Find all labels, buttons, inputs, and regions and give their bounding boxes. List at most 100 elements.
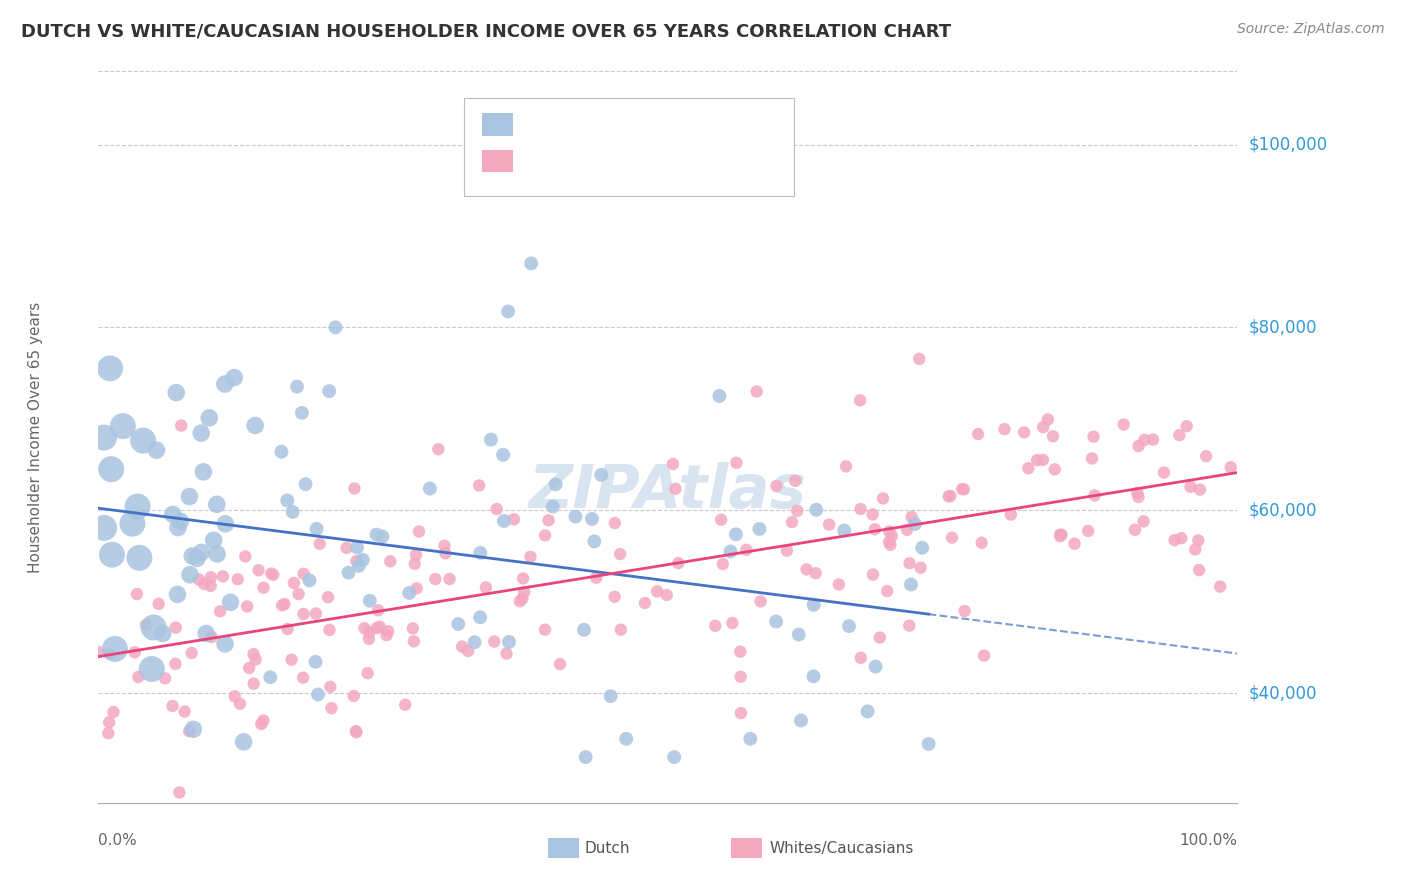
Point [127,500,149,514]
Point [356,666,378,681]
Point [575,750,598,764]
Point [366,527,388,541]
Point [236,599,259,614]
Point [405,548,427,562]
Point [468,478,491,492]
Point [398,586,420,600]
Point [167,520,190,534]
Point [434,546,457,560]
Point [537,513,560,527]
Point [645,584,668,599]
Point [142,621,165,635]
Point [1063,537,1085,551]
Point [377,624,399,639]
Point [664,750,686,764]
Point [214,377,236,392]
Point [496,304,519,318]
Point [634,596,657,610]
Point [270,444,292,458]
Point [735,542,758,557]
Point [214,516,236,531]
Point [1026,453,1049,467]
Point [610,623,633,637]
Point [124,645,146,659]
Point [803,669,825,683]
Point [1219,460,1241,475]
Point [1209,580,1232,594]
Point [765,479,787,493]
Point [492,514,515,528]
Point [1170,531,1192,545]
Point [233,549,256,564]
Point [599,689,621,703]
Point [439,572,461,586]
Point [287,587,309,601]
Point [318,384,340,399]
Point [368,620,391,634]
Point [862,508,884,522]
Point [711,557,734,571]
Point [247,563,270,577]
Point [1077,524,1099,538]
Point [305,522,328,536]
Point [1153,466,1175,480]
Point [1084,488,1107,502]
Point [394,698,416,712]
Point [464,635,486,649]
Point [205,547,228,561]
Point [503,512,526,526]
Point [1187,533,1209,548]
Point [259,670,281,684]
Point [344,554,367,568]
Point [226,572,249,586]
Point [1188,483,1211,497]
Text: 0.0%: 0.0% [98,833,138,848]
Text: 0.606: 0.606 [562,152,614,169]
Point [898,618,921,632]
Point [664,482,686,496]
Point [318,623,340,637]
Point [564,509,586,524]
Point [169,785,191,799]
Text: R =: R = [523,152,564,169]
Point [967,427,990,442]
Point [941,531,963,545]
Point [900,510,922,524]
Point [585,571,607,585]
Point [87,645,110,659]
Point [343,482,366,496]
Point [242,647,264,661]
Point [347,558,370,573]
Point [1184,542,1206,557]
Point [730,670,752,684]
Point [304,655,326,669]
Point [1163,533,1185,548]
Point [183,723,205,737]
Point [1188,563,1211,577]
Point [1032,420,1054,434]
Point [141,662,163,676]
Point [319,680,342,694]
Point [125,587,148,601]
Point [200,630,222,644]
Point [335,541,357,555]
Point [849,393,872,408]
Point [1017,461,1039,475]
Point [375,628,398,642]
Point [548,657,571,672]
Point [292,566,315,581]
Point [1112,417,1135,432]
Point [321,701,343,715]
Point [838,619,860,633]
Point [179,724,201,739]
Point [869,631,891,645]
Text: Whites/Caucasians: Whites/Caucasians [769,841,914,855]
Point [534,528,557,542]
Point [380,554,402,568]
Point [145,443,167,458]
Point [896,523,918,537]
Point [898,556,921,570]
Point [1180,480,1202,494]
Point [1132,515,1154,529]
Point [276,493,298,508]
